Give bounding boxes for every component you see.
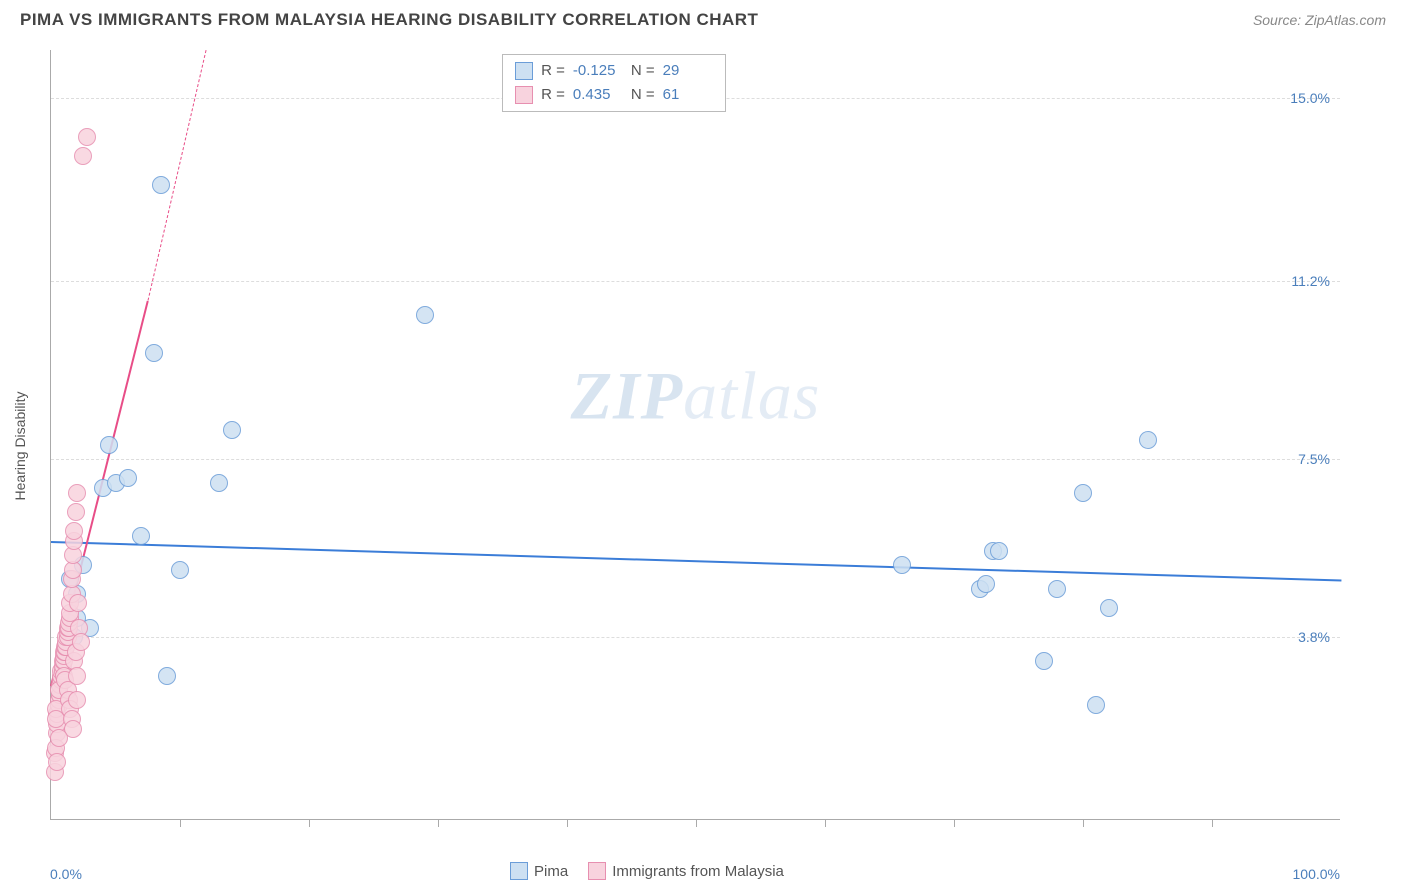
scatter-point [65,522,83,540]
gridline-horizontal [51,637,1340,638]
scatter-point [1087,696,1105,714]
stat-n-label: N = [631,59,655,83]
scatter-point [74,147,92,165]
x-tick [309,819,310,827]
scatter-point [68,691,86,709]
trend-line [51,541,1341,581]
x-tick [1212,819,1213,827]
x-tick [567,819,568,827]
scatter-point [223,421,241,439]
scatter-point [990,542,1008,560]
stats-legend-row: R = 0.435 N = 61 [515,83,713,107]
x-tick [1083,819,1084,827]
legend-item: Immigrants from Malaysia [588,862,784,880]
gridline-horizontal [51,281,1340,282]
x-tick-label: 100.0% [1293,866,1340,882]
legend-label: Pima [534,863,568,880]
scatter-point [210,474,228,492]
scatter-point [152,176,170,194]
gridline-horizontal [51,459,1340,460]
scatter-point [1074,484,1092,502]
y-tick-label: 11.2% [1291,273,1330,289]
scatter-point [1100,599,1118,617]
y-axis-label: Hearing Disability [12,392,28,501]
stat-r-label: R = [541,59,565,83]
scatter-point [100,436,118,454]
stats-legend: R = -0.125 N = 29 R = 0.435 N = 61 [502,54,726,112]
scatter-point [68,484,86,502]
chart-title: PIMA VS IMMIGRANTS FROM MALAYSIA HEARING… [20,10,758,30]
x-tick [696,819,697,827]
scatter-point [72,633,90,651]
scatter-point [48,753,66,771]
stat-r-label: R = [541,83,565,107]
scatter-point [119,469,137,487]
x-tick [180,819,181,827]
x-tick [438,819,439,827]
watermark-bold: ZIP [571,358,684,434]
chart-plot-area: ZIPatlas 3.8% 7.5% 11.2% 15.0% R = -0.125 N =… [50,50,1340,820]
x-tick-label: 0.0% [50,866,82,882]
scatter-point [68,667,86,685]
y-tick-label: 15.0% [1290,90,1330,106]
legend-label: Immigrants from Malaysia [612,863,784,880]
stat-n-label: N = [631,83,655,107]
scatter-point [50,729,68,747]
series-legend: Pima Immigrants from Malaysia [510,862,784,880]
stat-n-value: 61 [663,83,713,107]
stats-legend-row: R = -0.125 N = 29 [515,59,713,83]
scatter-point [69,594,87,612]
scatter-point [977,575,995,593]
scatter-point [416,306,434,324]
legend-swatch [510,862,528,880]
scatter-point [78,128,96,146]
legend-swatch [588,862,606,880]
stat-n-value: 29 [663,59,713,83]
watermark-thin: atlas [683,358,820,434]
stat-r-value: 0.435 [573,83,623,107]
legend-item: Pima [510,862,568,880]
source-label: Source: ZipAtlas.com [1253,12,1386,28]
x-tick [825,819,826,827]
y-tick-label: 3.8% [1298,629,1330,645]
x-tick [954,819,955,827]
watermark: ZIPatlas [571,357,821,436]
scatter-point [132,527,150,545]
y-tick-label: 7.5% [1298,451,1330,467]
scatter-point [893,556,911,574]
legend-swatch [515,86,533,104]
legend-swatch [515,62,533,80]
stat-r-value: -0.125 [573,59,623,83]
scatter-point [145,344,163,362]
scatter-point [171,561,189,579]
scatter-point [158,667,176,685]
scatter-point [1035,652,1053,670]
scatter-point [1048,580,1066,598]
scatter-point [67,503,85,521]
scatter-point [1139,431,1157,449]
